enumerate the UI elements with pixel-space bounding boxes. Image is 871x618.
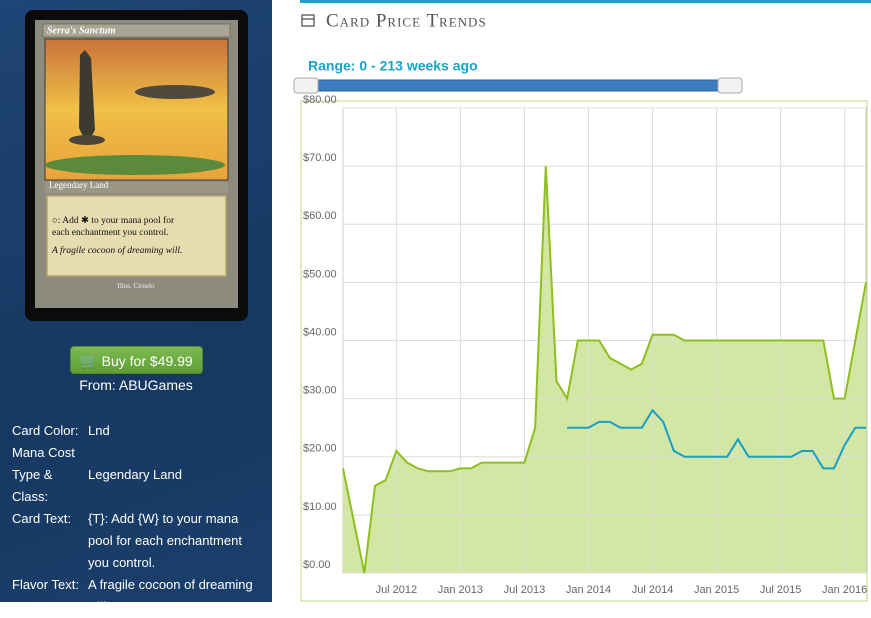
calendar-icon <box>301 14 315 27</box>
x-tick-label: Jan 2015 <box>694 584 739 596</box>
detail-value: Lnd <box>88 423 110 438</box>
card-panel: Serra's Sanctum Legendary Land ○: Add ✱ … <box>0 0 272 614</box>
cart-icon: 🛒 <box>80 353 98 369</box>
price-line <box>567 408 866 470</box>
card-flavor-text: A fragile cocoon of dreaming will. <box>51 245 182 256</box>
y-tick-label: $40.00 <box>303 326 337 338</box>
x-tick-label: Jan 2013 <box>438 584 483 596</box>
buy-button[interactable]: 🛒 Buy for $49.99 <box>70 346 203 374</box>
range-slider[interactable] <box>299 79 743 92</box>
price-area <box>343 166 866 573</box>
price-trends: Card Price Trends Range: 0 - 213 weeks a… <box>293 0 871 602</box>
detail-value: A fragile cocoon of dreaming will. <box>88 577 253 614</box>
y-tick-label: $50.00 <box>303 268 337 280</box>
slider-handle[interactable] <box>717 77 743 94</box>
y-tick-label: $0.00 <box>303 559 331 571</box>
card-artist: Illus. Ciruelo <box>118 282 155 290</box>
card-rules-text: ○: Add ✱ to your mana pool for <box>52 215 175 226</box>
x-tick-label: Jul 2012 <box>376 584 418 596</box>
page: Serra's Sanctum Legendary Land ○: Add ✱ … <box>0 0 871 602</box>
x-tick-label: Jul 2015 <box>760 584 802 596</box>
detail-label: Mana Cost <box>12 445 75 460</box>
y-tick-label: $60.00 <box>303 210 337 222</box>
buy-label: Buy for $49.99 <box>101 353 193 369</box>
detail-row: Card Color: Lnd <box>12 420 262 442</box>
card-details: Card Color: Lnd Mana Cost Type & Class: Lege… <box>12 420 262 618</box>
y-tick-label: $30.00 <box>303 385 337 397</box>
detail-label: Flavor Text: <box>12 577 79 592</box>
price-line <box>342 166 867 574</box>
x-tick-label: Jan 2016 <box>822 584 867 596</box>
card-image: Serra's Sanctum Legendary Land ○: Add ✱ … <box>25 10 248 321</box>
detail-value: Legendary Land <box>88 467 182 482</box>
x-tick-label: Jul 2013 <box>504 584 546 596</box>
detail-row: Mana Cost <box>12 442 262 464</box>
y-tick-label: $10.00 <box>303 501 337 513</box>
section-title: Card Price Trends <box>326 10 487 31</box>
detail-label: Card Text: <box>12 511 72 526</box>
card-type-line: Legendary Land <box>49 180 109 190</box>
y-tick-label: $80.00 <box>303 94 337 106</box>
card-rules-text: each enchantment you control. <box>52 228 169 238</box>
slider-handle[interactable] <box>293 77 319 94</box>
y-tick-label: $70.00 <box>303 152 337 164</box>
x-tick-label: Jan 2014 <box>566 584 611 596</box>
seller: From: ABUGames <box>79 377 193 393</box>
range-label: Range: 0 - 213 weeks ago <box>308 58 478 74</box>
detail-value: {T}: Add {W} to your mana pool for each … <box>88 511 242 570</box>
detail-value <box>88 442 258 464</box>
detail-label: Card Color: <box>12 423 79 438</box>
detail-row: Card Text: {T}: Add {W} to your mana pool… <box>12 508 262 574</box>
y-tick-label: $20.00 <box>303 443 337 455</box>
chart-frame <box>300 100 868 602</box>
detail-row: Flavor Text: A fragile cocoon of dreaming… <box>12 574 262 618</box>
card-name: Serra's Sanctum <box>47 26 116 37</box>
header-bar <box>300 0 871 3</box>
detail-label: Type & Class: <box>12 467 53 504</box>
detail-row: Type & Class: Legendary Land <box>12 464 262 508</box>
x-tick-label: Jul 2014 <box>632 584 674 596</box>
